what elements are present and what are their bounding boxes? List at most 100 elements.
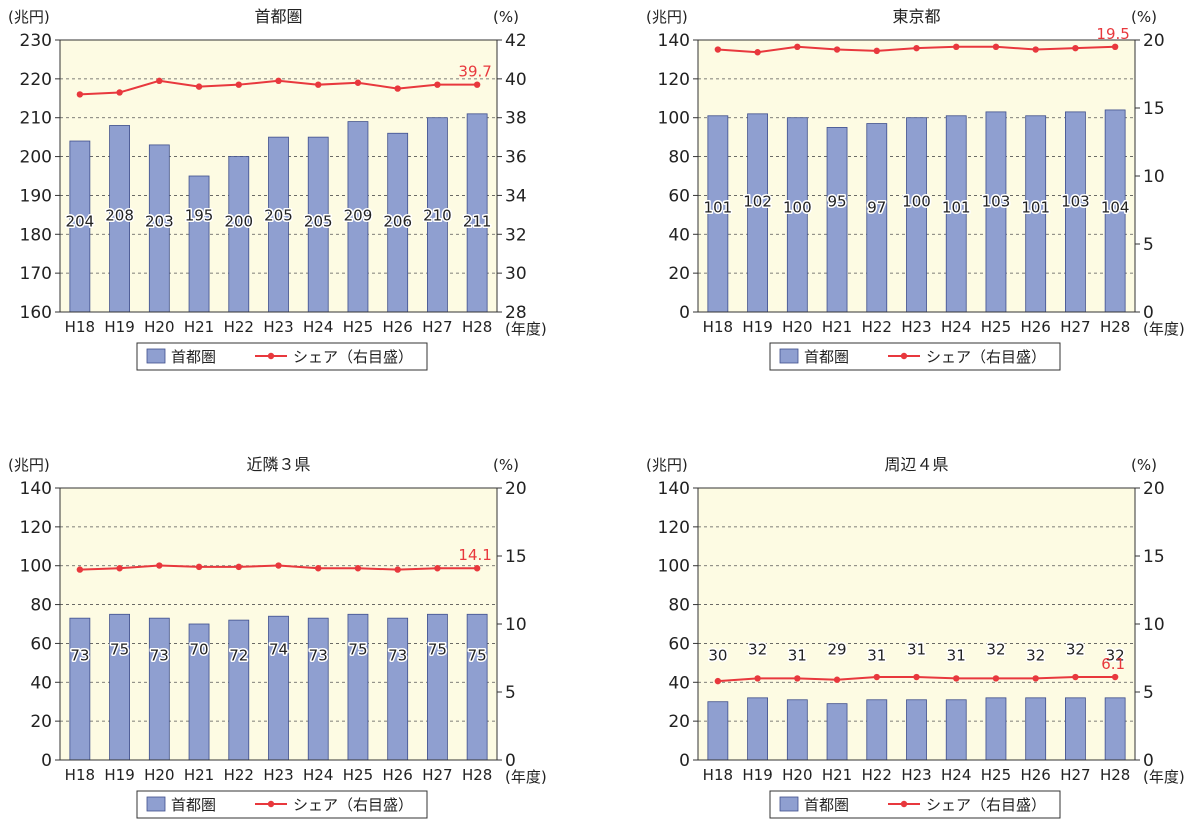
bar-value-label: 101 xyxy=(1021,199,1050,217)
x-tick-label: H18 xyxy=(703,766,733,784)
y-right-tick-label: 20 xyxy=(1143,479,1165,499)
share-point xyxy=(473,565,481,572)
bar xyxy=(1065,111,1086,313)
x-tick-label: H27 xyxy=(422,318,452,336)
x-tick-label: H26 xyxy=(1020,766,1050,784)
y-left-tick-label: 160 xyxy=(20,303,52,323)
x-tick-label: H22 xyxy=(862,766,892,784)
x-tick-label: H22 xyxy=(224,318,254,336)
legend-bar-swatch xyxy=(779,348,799,364)
bar-value-label: 101 xyxy=(942,199,971,217)
y-left-tick-label: 120 xyxy=(658,70,690,90)
y-left-tick-label: 210 xyxy=(20,109,52,129)
legend-line-label: シェア（右目盛） xyxy=(926,348,1046,366)
x-tick-label: H18 xyxy=(703,318,733,336)
y-right-tick-label: 10 xyxy=(1143,167,1165,187)
bar-value-label: 73 xyxy=(70,647,89,665)
x-tick-label: H18 xyxy=(65,318,95,336)
bar xyxy=(427,613,448,761)
bar xyxy=(985,111,1007,313)
x-unit: (年度) xyxy=(1143,320,1185,338)
bar-value-label: 74 xyxy=(269,641,288,659)
y-right-unit: (%) xyxy=(493,456,519,474)
bar xyxy=(188,175,210,313)
bar-value-label: 195 xyxy=(185,207,214,225)
share-point xyxy=(394,566,401,573)
y-left-tick-label: 0 xyxy=(41,751,52,771)
bar-value-label: 31 xyxy=(947,647,966,665)
x-tick-label: H25 xyxy=(343,766,373,784)
y-left-tick-label: 60 xyxy=(668,634,690,654)
legend-bar-swatch xyxy=(146,796,166,812)
x-tick-label: H23 xyxy=(901,766,931,784)
bar xyxy=(228,619,250,761)
share-point xyxy=(156,562,163,569)
x-tick-label: H19 xyxy=(742,766,772,784)
legend: 首都圏 シェア（右目盛） xyxy=(769,342,1061,371)
y-left-tick-label: 40 xyxy=(668,673,690,693)
y-right-tick-label: 0 xyxy=(1143,303,1154,323)
y-right-tick-label: 0 xyxy=(1143,751,1154,771)
x-tick-label: H24 xyxy=(941,766,971,784)
x-tick-label: H19 xyxy=(104,318,134,336)
bar xyxy=(906,699,927,761)
bar-value-label: 102 xyxy=(743,193,772,211)
y-right-tick-label: 20 xyxy=(505,479,527,499)
y-right-tick-label: 30 xyxy=(505,264,527,284)
share-point xyxy=(953,43,960,50)
y-right-tick-label: 10 xyxy=(505,615,527,635)
y-right-tick-label: 34 xyxy=(505,186,527,206)
share-point xyxy=(1072,44,1079,52)
bar-value-label: 205 xyxy=(304,213,333,231)
bar-value-label: 101 xyxy=(704,199,733,217)
legend-bar-label: 首都圏 xyxy=(804,348,849,366)
bar-value-label: 73 xyxy=(150,647,169,665)
share-point xyxy=(833,676,841,683)
chart-panel-1: 204 208 203 195 200 205 205 209 206 210 211 39.7 160… xyxy=(8,7,547,371)
bar xyxy=(109,613,130,761)
share-point xyxy=(873,47,880,55)
y-right-tick-label: 0 xyxy=(505,751,516,771)
y-right-tick-label: 20 xyxy=(1143,31,1165,51)
x-tick-label: H25 xyxy=(343,318,373,336)
share-point xyxy=(913,44,920,52)
share-point xyxy=(992,675,1000,682)
bar xyxy=(985,697,1007,761)
x-unit: (年度) xyxy=(505,768,547,786)
share-point xyxy=(714,677,722,685)
chart-title: 周辺４県 xyxy=(884,455,948,474)
y-left-tick-label: 120 xyxy=(658,518,690,538)
bar xyxy=(866,123,888,313)
y-left-unit: (兆円) xyxy=(646,456,688,474)
bar-value-label: 100 xyxy=(902,193,931,211)
bar-value-label: 31 xyxy=(907,641,926,659)
y-left-tick-label: 0 xyxy=(679,751,690,771)
bar xyxy=(866,699,888,761)
bar-value-label: 103 xyxy=(982,193,1011,211)
x-tick-label: H28 xyxy=(462,318,492,336)
share-point xyxy=(116,89,123,96)
y-left-unit: (兆円) xyxy=(8,8,50,26)
bar-value-label: 75 xyxy=(110,641,129,659)
bar xyxy=(148,617,170,761)
y-right-tick-label: 5 xyxy=(1143,683,1154,703)
x-tick-label: H26 xyxy=(1020,318,1050,336)
bar-value-label: 73 xyxy=(309,647,328,665)
x-tick-label: H28 xyxy=(1100,318,1130,336)
x-tick-label: H22 xyxy=(224,766,254,784)
legend-line-marker xyxy=(267,800,275,808)
y-left-tick-label: 140 xyxy=(658,479,690,499)
x-tick-label: H27 xyxy=(1060,766,1090,784)
share-point xyxy=(156,77,163,85)
bar-value-label: 205 xyxy=(264,207,293,225)
y-left-tick-label: 80 xyxy=(668,148,690,168)
share-point xyxy=(1032,46,1039,53)
x-unit: (年度) xyxy=(1143,768,1185,786)
bar-value-label: 208 xyxy=(105,207,134,225)
bar xyxy=(347,613,369,761)
x-tick-label: H23 xyxy=(263,766,293,784)
bar-value-label: 70 xyxy=(189,641,208,659)
y-left-tick-label: 140 xyxy=(658,31,690,51)
share-point xyxy=(1111,673,1119,681)
y-right-tick-label: 15 xyxy=(505,547,527,567)
